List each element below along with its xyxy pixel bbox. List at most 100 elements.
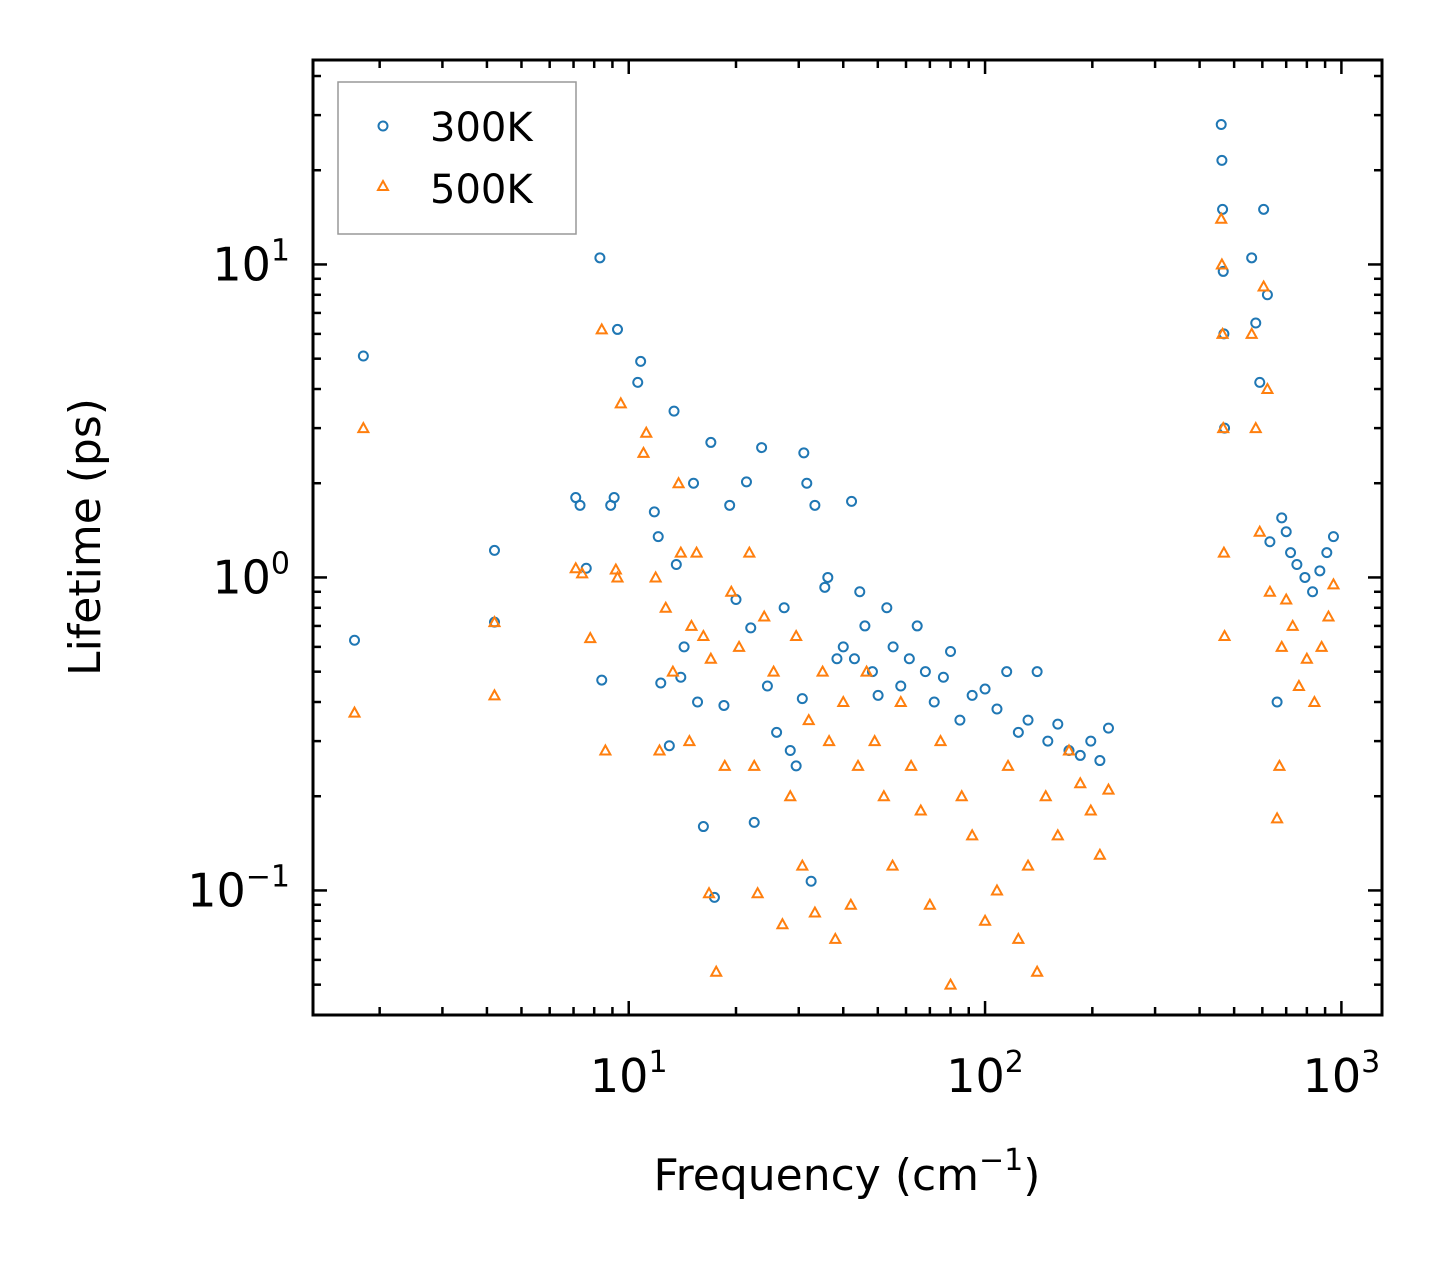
point-500K bbox=[1321, 609, 1336, 622]
point-300K bbox=[697, 821, 709, 833]
point-500K bbox=[1253, 524, 1267, 537]
point-300K bbox=[846, 495, 858, 507]
point-500K bbox=[914, 803, 928, 816]
point-300K bbox=[740, 476, 752, 488]
point-300K bbox=[745, 622, 757, 634]
point-300K bbox=[895, 680, 907, 692]
point-500K bbox=[1073, 776, 1087, 789]
point-300K bbox=[1250, 317, 1262, 329]
point-500K bbox=[775, 917, 790, 930]
y-tick-labels: 10−1 100 101 bbox=[187, 233, 290, 917]
point-500K bbox=[487, 688, 502, 701]
point-300K bbox=[1031, 666, 1043, 678]
point-300K bbox=[778, 602, 790, 614]
point-500K bbox=[904, 758, 918, 771]
point-300K bbox=[675, 671, 687, 683]
point-500K bbox=[659, 600, 673, 613]
point-300K bbox=[1216, 154, 1228, 166]
point-500K bbox=[1021, 858, 1035, 871]
point-300K bbox=[903, 653, 915, 665]
point-500K bbox=[598, 743, 613, 756]
point-500K bbox=[1214, 211, 1228, 224]
point-500K bbox=[347, 705, 362, 718]
point-300K bbox=[705, 436, 717, 448]
point-300K bbox=[678, 641, 690, 653]
point-300K bbox=[1217, 203, 1229, 215]
point-300K bbox=[801, 477, 813, 489]
point-300K bbox=[805, 875, 817, 887]
point-300K bbox=[1299, 571, 1311, 583]
point-300K bbox=[1307, 586, 1319, 598]
point-300K bbox=[937, 671, 949, 683]
point-300K bbox=[596, 674, 608, 686]
point-500K bbox=[1272, 758, 1287, 771]
legend-label-500k: 500K bbox=[430, 167, 534, 213]
point-500K bbox=[696, 628, 711, 642]
point-300K bbox=[822, 571, 834, 583]
point-500K bbox=[610, 570, 625, 583]
point-500K bbox=[795, 858, 810, 871]
point-300K bbox=[979, 683, 991, 695]
point-300K bbox=[872, 689, 884, 701]
point-300K bbox=[1264, 536, 1276, 548]
point-500K bbox=[614, 396, 628, 409]
x-axis-title: Frequency (cm−1) bbox=[654, 1143, 1041, 1201]
y-tick-label: 100 bbox=[212, 546, 290, 604]
point-300K bbox=[854, 586, 866, 598]
point-500K bbox=[859, 664, 874, 677]
point-300K bbox=[1094, 755, 1106, 767]
point-500K bbox=[836, 694, 850, 708]
point-300K bbox=[771, 726, 783, 738]
plot-area bbox=[347, 118, 1341, 990]
point-300K bbox=[1246, 252, 1258, 264]
point-300K bbox=[798, 447, 810, 459]
series-300K bbox=[349, 118, 1339, 903]
point-500K bbox=[666, 664, 680, 677]
point-500K bbox=[704, 651, 718, 664]
point-300K bbox=[991, 703, 1003, 715]
point-500K bbox=[766, 664, 781, 677]
point-500K bbox=[689, 545, 704, 558]
point-300K bbox=[635, 355, 647, 367]
point-300K bbox=[1258, 203, 1270, 215]
point-300K bbox=[652, 531, 664, 543]
point-500K bbox=[1300, 651, 1314, 664]
point-300K bbox=[928, 696, 940, 708]
point-300K bbox=[790, 760, 802, 772]
point-300K bbox=[1254, 376, 1266, 388]
point-300K bbox=[919, 666, 931, 678]
point-300K bbox=[1052, 718, 1064, 730]
point-500K bbox=[1244, 326, 1259, 339]
point-300K bbox=[831, 653, 843, 665]
point-500K bbox=[1263, 584, 1277, 597]
point-500K bbox=[1093, 847, 1107, 860]
point-300K bbox=[1314, 565, 1326, 577]
point-500K bbox=[1011, 931, 1026, 944]
y-axis-title: Lifetime (ps) bbox=[60, 398, 111, 676]
point-500K bbox=[1215, 326, 1230, 339]
point-500K bbox=[955, 789, 969, 802]
point-300K bbox=[911, 620, 923, 632]
point-500K bbox=[1039, 789, 1053, 802]
point-500K bbox=[682, 734, 697, 747]
point-500K bbox=[648, 570, 663, 583]
point-300K bbox=[668, 405, 680, 417]
point-500K bbox=[783, 789, 797, 802]
y-tick-label: 101 bbox=[212, 233, 290, 291]
point-300K bbox=[756, 442, 768, 454]
point-500K bbox=[1326, 577, 1341, 590]
point-300K bbox=[1001, 666, 1013, 678]
legend-marker-500k bbox=[376, 178, 390, 191]
point-300K bbox=[688, 477, 700, 489]
point-300K bbox=[784, 744, 796, 756]
point-500K bbox=[747, 758, 761, 771]
point-500K bbox=[1279, 592, 1293, 605]
point-500K bbox=[1030, 964, 1044, 977]
point-300K bbox=[632, 376, 644, 388]
point-500K bbox=[828, 931, 843, 944]
point-500K bbox=[1260, 381, 1275, 395]
point-500K bbox=[1217, 628, 1232, 642]
point-300K bbox=[1271, 696, 1283, 708]
point-500K bbox=[742, 545, 757, 558]
